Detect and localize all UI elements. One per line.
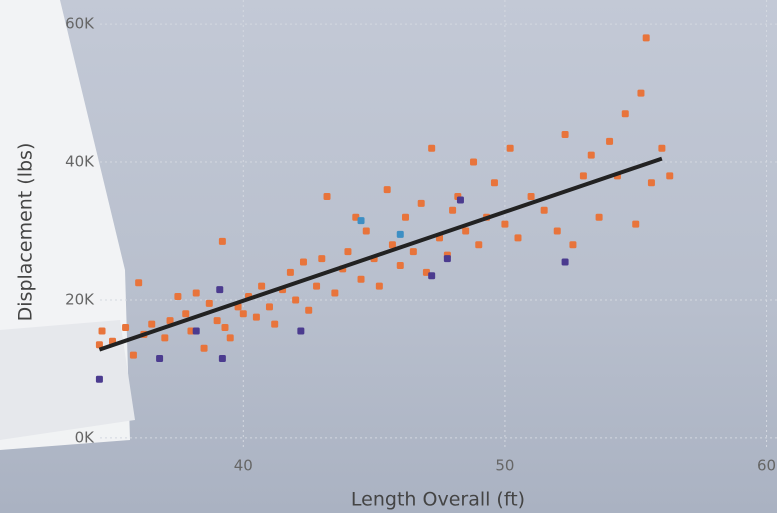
scatter-point bbox=[409, 248, 417, 256]
scatter-point bbox=[553, 227, 561, 235]
scatter-point bbox=[98, 327, 106, 335]
scatter-point bbox=[292, 296, 300, 304]
scatter-point bbox=[514, 234, 522, 242]
scatter-point bbox=[213, 317, 221, 325]
scatter-point bbox=[396, 261, 404, 269]
y-tick-label: 20K bbox=[65, 290, 95, 308]
scatter-point bbox=[122, 324, 130, 332]
x-tick-label: 60 bbox=[757, 457, 776, 475]
scatter-point bbox=[258, 282, 266, 290]
scatter-point bbox=[297, 327, 305, 335]
scatter-point bbox=[388, 241, 396, 249]
scatter-point bbox=[252, 313, 260, 321]
scatter-point bbox=[192, 327, 200, 335]
scatter-point bbox=[218, 237, 226, 245]
scatter-point bbox=[182, 310, 190, 318]
scatter-point bbox=[462, 227, 470, 235]
scatter-point bbox=[569, 241, 577, 249]
scatter-point bbox=[666, 172, 674, 180]
scatter-point bbox=[357, 217, 365, 225]
scatter-point bbox=[313, 282, 321, 290]
scatter-point bbox=[417, 199, 425, 207]
scatter-point bbox=[642, 34, 650, 42]
scatter-point bbox=[579, 172, 587, 180]
scatter-point bbox=[156, 355, 164, 363]
scatter-point bbox=[449, 206, 457, 214]
y-axis-title: Displacement (lbs) bbox=[15, 143, 37, 322]
scatter-point bbox=[218, 355, 226, 363]
scatter-point bbox=[456, 196, 464, 204]
scatter-point bbox=[540, 206, 548, 214]
scatter-point bbox=[192, 289, 200, 297]
scatter-point bbox=[501, 220, 509, 228]
x-tick-label: 50 bbox=[495, 457, 514, 475]
scatter-point bbox=[490, 179, 498, 187]
scatter-point bbox=[161, 334, 169, 342]
scatter-point bbox=[606, 137, 614, 145]
scatter-point bbox=[226, 334, 234, 342]
scatter-point bbox=[475, 241, 483, 249]
scatter-point bbox=[331, 289, 339, 297]
y-tick-label: 0K bbox=[75, 428, 96, 446]
scatter-point bbox=[375, 282, 383, 290]
scatter-point bbox=[148, 320, 156, 328]
scatter-point bbox=[271, 320, 279, 328]
scatter-point bbox=[95, 341, 103, 349]
scatter-point bbox=[561, 258, 569, 266]
scatter-point bbox=[95, 375, 103, 383]
scatter-point bbox=[402, 213, 410, 221]
scatter-point bbox=[470, 158, 478, 166]
scatter-point bbox=[200, 344, 208, 352]
y-tick-label: 40K bbox=[65, 153, 95, 171]
scatter-point bbox=[637, 89, 645, 97]
scatter-point bbox=[135, 279, 143, 287]
scatter-point bbox=[527, 193, 535, 201]
y-tick-label: 60K bbox=[65, 15, 95, 33]
scatter-point bbox=[299, 258, 307, 266]
scatter-point bbox=[205, 299, 213, 307]
scatter-point bbox=[595, 213, 603, 221]
scatter-point bbox=[265, 303, 273, 311]
scatter-point bbox=[506, 144, 514, 152]
scatter-point bbox=[174, 292, 182, 300]
scatter-point bbox=[428, 272, 436, 280]
scatter-point bbox=[383, 186, 391, 194]
scatter-point bbox=[561, 130, 569, 138]
scatter-point bbox=[216, 286, 224, 294]
x-axis-title: Length Overall (ft) bbox=[351, 489, 525, 511]
plot-area bbox=[95, 34, 674, 383]
scatter-point bbox=[166, 317, 174, 325]
x-tick-label: 40 bbox=[234, 457, 253, 475]
scatter-point bbox=[239, 310, 247, 318]
scatter-point bbox=[647, 179, 655, 187]
scatter-point bbox=[323, 193, 331, 201]
scatter-point bbox=[318, 255, 326, 263]
scatter-point bbox=[286, 268, 294, 276]
scatter-point bbox=[658, 144, 666, 152]
scatter-point bbox=[587, 151, 595, 159]
scatter-point bbox=[129, 351, 137, 359]
scatter-point bbox=[621, 110, 629, 118]
scatter-point bbox=[632, 220, 640, 228]
trend-line bbox=[98, 156, 663, 352]
scatter-point bbox=[428, 144, 436, 152]
scatter-point bbox=[221, 324, 229, 332]
scatter-point bbox=[357, 275, 365, 283]
scatter-point bbox=[396, 230, 404, 238]
scatter-point bbox=[344, 248, 352, 256]
scatter-point bbox=[443, 255, 451, 263]
scatter-point bbox=[305, 306, 313, 314]
scatter-point bbox=[362, 227, 370, 235]
